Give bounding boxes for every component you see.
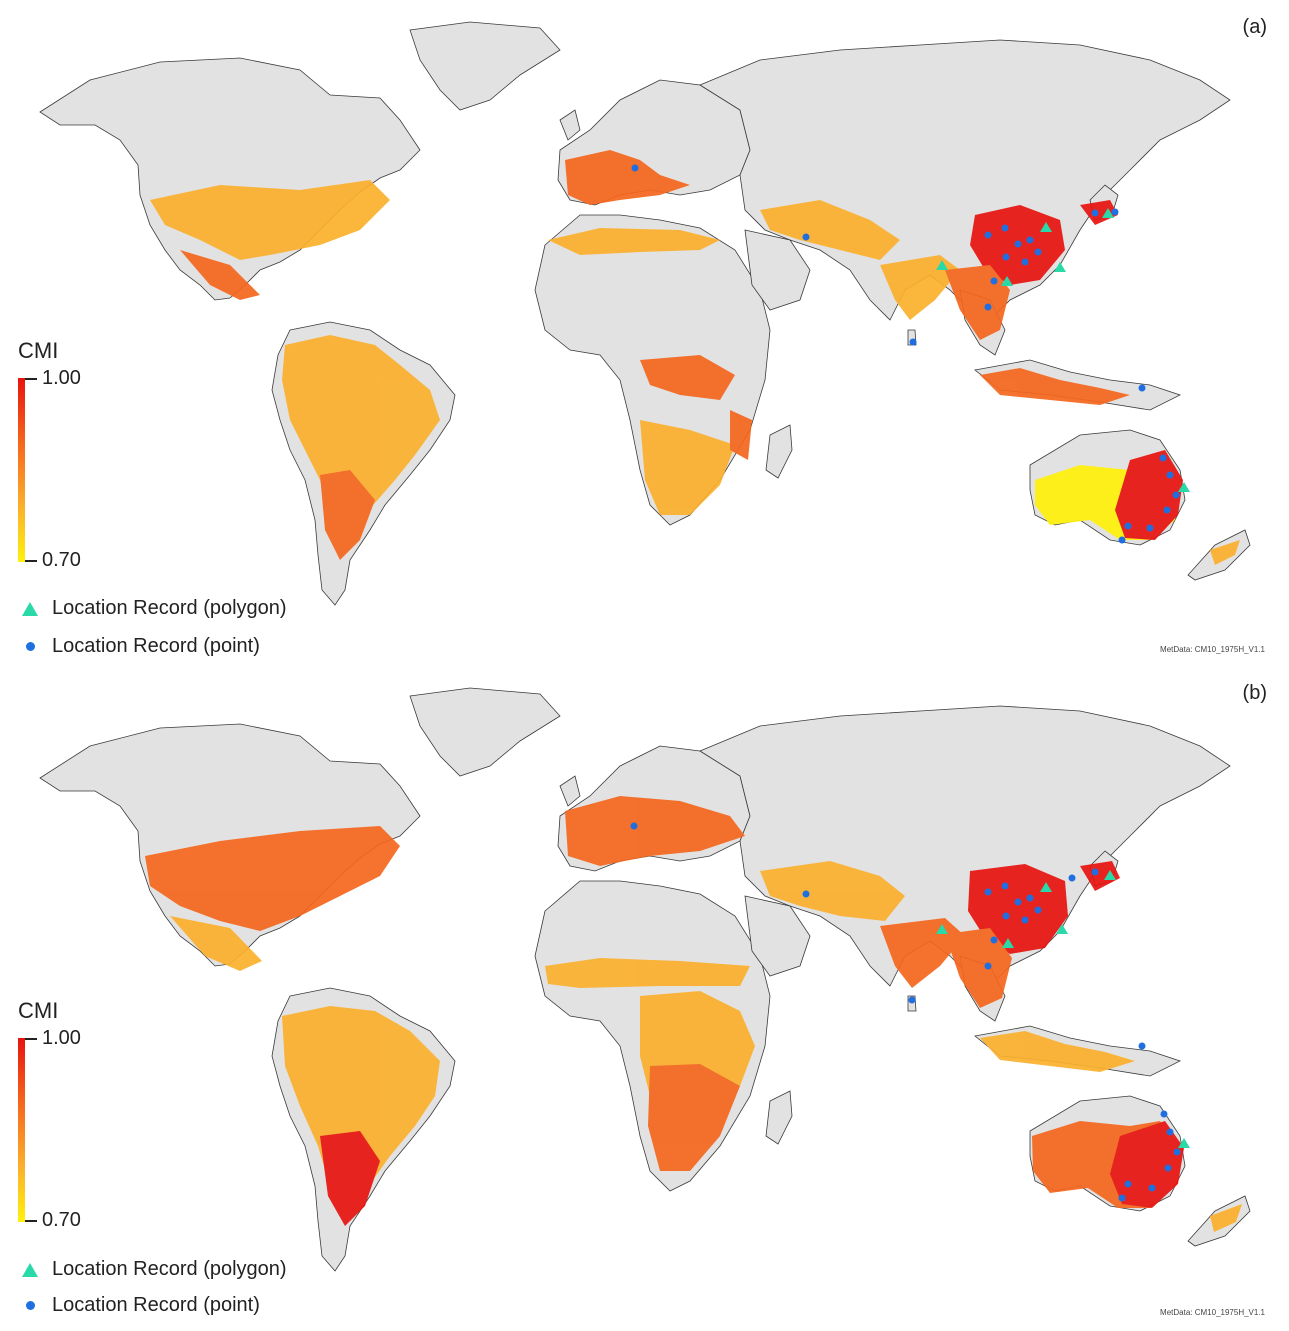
colorbar-tick-max — [25, 1038, 37, 1040]
polygon-record-marker — [1104, 870, 1116, 880]
point-record-marker — [1111, 208, 1119, 216]
colorbar-max-label: 1.00 — [42, 367, 81, 389]
polygon-record-marker — [1040, 882, 1052, 892]
point-record-marker — [1014, 240, 1022, 248]
point-record-marker — [1118, 1194, 1126, 1202]
legend-point-label: Location Record (point) — [52, 1294, 260, 1316]
cmi-colorbar — [18, 1038, 25, 1222]
point-record-marker — [1014, 898, 1022, 906]
point-record-marker — [909, 338, 917, 346]
point-record-marker — [1118, 536, 1126, 544]
point-record-marker — [990, 936, 998, 944]
dot-icon — [26, 1301, 35, 1310]
point-record-marker — [908, 996, 916, 1004]
arabia — [744, 895, 811, 977]
dot-icon — [26, 642, 35, 651]
point-record-marker — [1146, 524, 1154, 532]
point-record-marker — [1026, 236, 1034, 244]
legend-title: CMI — [18, 998, 59, 1023]
polygon-record-marker — [936, 924, 948, 934]
polygon-record-marker — [1040, 222, 1052, 232]
polygon-record-marker — [1056, 924, 1068, 934]
uk — [559, 109, 581, 141]
map-panel-a: (a) CMI 1.00 0.70 Location Record (polyg… — [0, 0, 1289, 665]
polygon-record-marker — [1178, 482, 1190, 492]
colorbar-min-label: 0.70 — [42, 1209, 81, 1231]
legend-polygon-label: Location Record (polygon) — [52, 1258, 287, 1280]
point-record-marker — [1124, 522, 1132, 530]
point-record-marker — [984, 962, 992, 970]
point-record-marker — [1001, 882, 1009, 890]
point-record-marker — [984, 231, 992, 239]
cmi-colorbar — [18, 378, 25, 562]
point-record-marker — [984, 303, 992, 311]
polygon-record-marker — [1178, 1138, 1190, 1148]
madagascar — [765, 1090, 793, 1145]
point-record-marker — [1138, 384, 1146, 392]
point-record-marker — [1068, 874, 1076, 882]
point-record-marker — [1091, 868, 1099, 876]
point-record-marker — [990, 277, 998, 285]
uk — [559, 775, 581, 807]
point-record-marker — [1166, 471, 1174, 479]
colorbar-tick-min — [25, 560, 37, 562]
metadata-note: MetData: CM10_1975H_V1.1 — [1160, 645, 1265, 654]
point-record-marker — [1034, 906, 1042, 914]
polygon-record-marker — [1002, 938, 1014, 948]
polygon-record-marker — [936, 260, 948, 270]
point-record-marker — [1026, 894, 1034, 902]
metadata-note: MetData: CM10_1975H_V1.1 — [1160, 1308, 1265, 1317]
madagascar — [765, 424, 793, 479]
polygon-record-marker — [1102, 208, 1114, 218]
point-record-marker — [1166, 1128, 1174, 1136]
legend-point: Location Record (point) — [22, 635, 260, 658]
legend-point-label: Location Record (point) — [52, 635, 260, 657]
point-record-marker — [1091, 209, 1099, 217]
legend-polygon: Location Record (polygon) — [22, 1258, 287, 1281]
colorbar-tick-min — [25, 1220, 37, 1222]
polygon-record-marker — [1001, 276, 1013, 286]
map-panel-b: (b) CMI 1.00 0.70 Location Record (polyg… — [0, 666, 1289, 1331]
panel-label: (a) — [1242, 16, 1267, 38]
point-record-marker — [1002, 253, 1010, 261]
greenland — [409, 21, 561, 111]
point-record-marker — [630, 822, 638, 830]
arabia — [744, 229, 811, 311]
point-record-marker — [1159, 454, 1167, 462]
greenland — [409, 687, 561, 777]
point-record-marker — [1034, 248, 1042, 256]
point-record-marker — [984, 888, 992, 896]
point-record-marker — [1124, 1180, 1132, 1188]
world-map-b — [39, 687, 1251, 1272]
triangle-icon — [22, 1262, 38, 1277]
colorbar-max-label: 1.00 — [42, 1027, 81, 1049]
colorbar-min-label: 0.70 — [42, 549, 81, 571]
world-map-a — [39, 21, 1251, 606]
point-record-marker — [1172, 491, 1180, 499]
point-record-marker — [1001, 224, 1009, 232]
point-record-marker — [1138, 1042, 1146, 1050]
point-record-marker — [1163, 506, 1171, 514]
colorbar-tick-max — [25, 378, 37, 380]
north-america — [39, 57, 421, 301]
legend-point: Location Record (point) — [22, 1294, 260, 1317]
legend-polygon: Location Record (polygon) — [22, 597, 287, 620]
polygon-record-marker — [1054, 262, 1066, 272]
asia — [699, 39, 1231, 321]
legend-polygon-label: Location Record (polygon) — [52, 597, 287, 619]
point-record-marker — [1148, 1184, 1156, 1192]
point-record-marker — [631, 164, 639, 172]
legend-title: CMI — [18, 338, 59, 363]
point-record-marker — [802, 233, 810, 241]
point-record-marker — [1160, 1110, 1168, 1118]
point-record-marker — [1173, 1148, 1181, 1156]
point-record-marker — [1002, 912, 1010, 920]
point-record-marker — [1164, 1164, 1172, 1172]
point-record-marker — [1021, 916, 1029, 924]
triangle-icon — [22, 601, 38, 616]
panel-label: (b) — [1242, 682, 1267, 704]
point-record-marker — [1021, 258, 1029, 266]
point-record-marker — [802, 890, 810, 898]
